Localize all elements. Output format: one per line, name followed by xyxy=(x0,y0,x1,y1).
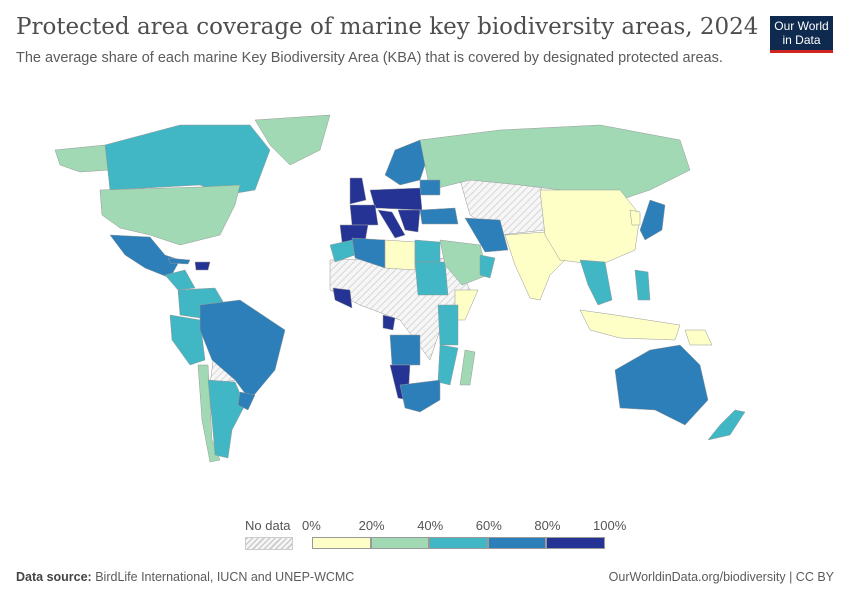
chart-title: Protected area coverage of marine key bi… xyxy=(16,14,759,40)
region-greece-balkans[interactable] xyxy=(397,209,421,233)
region-mozambique[interactable] xyxy=(437,344,459,386)
region-madagascar[interactable] xyxy=(459,349,476,386)
region-cuba[interactable] xyxy=(167,257,191,265)
world-map[interactable] xyxy=(0,95,850,510)
region-gulf-guinea[interactable] xyxy=(382,314,396,331)
region-hispaniola[interactable] xyxy=(194,261,211,271)
legend-bin-4 xyxy=(546,537,605,549)
legend: No data 0% 20% 40% 60% 80% 100% xyxy=(0,515,850,555)
legend-tick: 80% xyxy=(534,518,561,533)
region-chile[interactable] xyxy=(197,364,221,463)
region-sudan[interactable] xyxy=(414,261,449,296)
region-mexico[interactable] xyxy=(109,234,181,279)
region-baltic[interactable] xyxy=(419,179,441,196)
region-germany-poland[interactable] xyxy=(369,187,423,211)
region-canada[interactable] xyxy=(104,124,271,196)
source-label: Data source: xyxy=(16,570,92,584)
logo-line2: in Data xyxy=(782,33,821,47)
region-korea[interactable] xyxy=(629,209,641,226)
legend-bins xyxy=(312,537,605,549)
legend-tick: 20% xyxy=(358,518,385,533)
region-libya[interactable] xyxy=(384,239,416,271)
region-iran[interactable] xyxy=(464,217,509,253)
legend-tick: 0% xyxy=(302,518,321,533)
legend-tick: 40% xyxy=(417,518,444,533)
region-south-africa[interactable] xyxy=(399,379,441,413)
region-uruguay[interactable] xyxy=(237,391,256,411)
legend-bin-2 xyxy=(429,537,488,549)
source-text: BirdLife International, IUCN and UNEP-WC… xyxy=(95,570,355,584)
region-central-america[interactable] xyxy=(164,269,196,291)
region-usa[interactable] xyxy=(99,184,241,246)
legend-bin-1 xyxy=(370,537,430,549)
region-france[interactable] xyxy=(349,204,379,226)
region-philippines[interactable] xyxy=(634,269,651,301)
region-indonesia[interactable] xyxy=(579,309,681,341)
legend-bin-3 xyxy=(487,537,547,549)
region-west-africa-coast[interactable] xyxy=(332,287,353,309)
region-saudi-arabia[interactable] xyxy=(439,239,489,286)
region-china[interactable] xyxy=(539,189,641,266)
region-papua-new-guinea[interactable] xyxy=(684,329,713,346)
region-morocco[interactable] xyxy=(329,239,356,263)
legend-no-data-label: No data xyxy=(245,518,291,533)
region-angola[interactable] xyxy=(389,334,421,366)
source-link[interactable]: OurWorldinData.org/biodiversity | CC BY xyxy=(608,570,834,584)
region-egypt[interactable] xyxy=(414,239,441,263)
region-alaska[interactable] xyxy=(54,144,111,173)
logo-line1: Our World xyxy=(774,19,829,33)
legend-no-data-swatch xyxy=(245,537,293,550)
region-argentina[interactable] xyxy=(207,379,246,459)
region-japan[interactable] xyxy=(639,199,666,241)
region-greenland[interactable] xyxy=(254,114,331,166)
region-australia[interactable] xyxy=(614,344,709,426)
legend-tick: 100% xyxy=(593,518,627,533)
region-peru-ecuador[interactable] xyxy=(169,314,206,366)
owid-logo[interactable]: Our World in Data xyxy=(770,16,833,53)
chart-subtitle: The average share of each marine Key Bio… xyxy=(16,50,723,66)
region-southeast-asia[interactable] xyxy=(579,259,613,306)
region-somalia[interactable] xyxy=(454,289,479,321)
data-source: Data source: BirdLife International, IUC… xyxy=(16,570,354,584)
legend-bin-0 xyxy=(312,537,371,549)
region-uk[interactable] xyxy=(349,177,367,205)
region-turkey[interactable] xyxy=(419,207,459,225)
region-oman[interactable] xyxy=(479,254,496,279)
region-tanzania-kenya[interactable] xyxy=(437,304,459,346)
legend-tick: 60% xyxy=(475,518,502,533)
region-russia[interactable] xyxy=(419,124,691,201)
region-italy[interactable] xyxy=(377,209,406,239)
region-new-zealand[interactable] xyxy=(707,409,746,441)
